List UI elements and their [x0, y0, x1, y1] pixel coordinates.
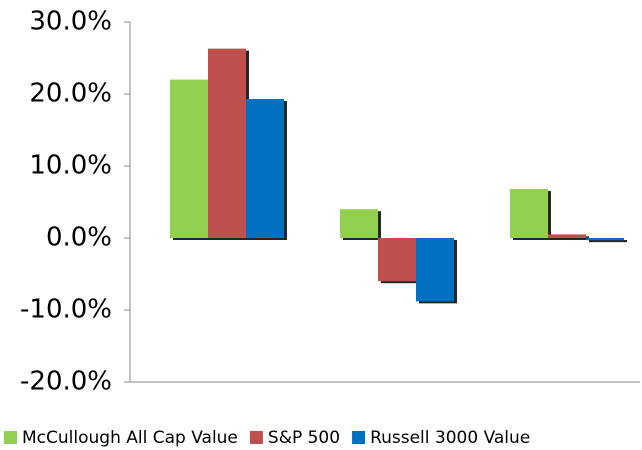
y-tick-label: 30.0%: [29, 7, 112, 37]
bar: [208, 48, 246, 238]
bar: [378, 238, 416, 282]
legend-swatch: [4, 431, 17, 444]
bar: [416, 238, 454, 302]
legend-label: McCullough All Cap Value: [22, 428, 238, 448]
y-tick-label: -20.0%: [20, 367, 112, 397]
legend-label: S&P 500: [268, 428, 340, 448]
bar: [586, 238, 624, 241]
y-tick-label: 10.0%: [29, 151, 112, 181]
y-tick-label: 0.0%: [46, 223, 112, 253]
legend-swatch: [352, 431, 366, 444]
legend-label: Russell 3000 Value: [370, 428, 530, 448]
bar: [246, 99, 284, 238]
y-tick-label: 20.0%: [29, 79, 112, 109]
bar: [510, 189, 548, 238]
bar: [548, 234, 586, 238]
y-tick-label: -10.0%: [20, 295, 112, 325]
bar: [170, 79, 208, 238]
bar: [340, 209, 378, 238]
legend-swatch: [249, 431, 263, 444]
